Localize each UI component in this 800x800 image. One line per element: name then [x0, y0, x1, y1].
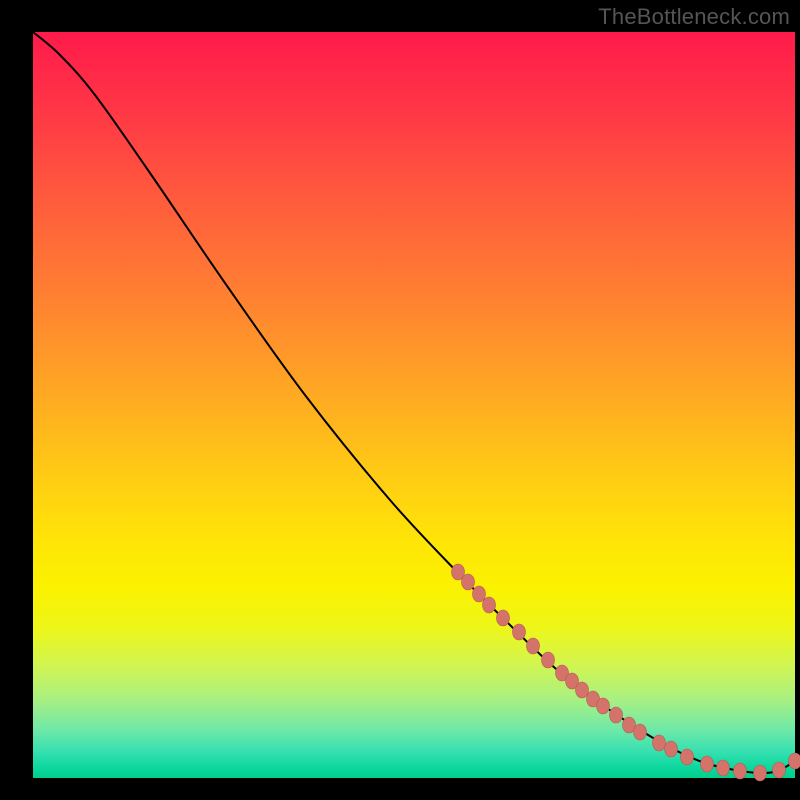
- data-marker: [473, 586, 486, 602]
- chart-container: TheBottleneck.com: [0, 0, 800, 800]
- data-marker: [497, 610, 510, 626]
- data-marker: [789, 753, 800, 769]
- data-marker: [681, 749, 694, 765]
- plot-background: [33, 32, 795, 778]
- data-marker: [576, 682, 589, 698]
- data-marker: [462, 574, 475, 590]
- data-marker: [610, 707, 623, 723]
- data-marker: [653, 735, 666, 751]
- watermark-text: TheBottleneck.com: [598, 4, 790, 30]
- data-marker: [513, 624, 526, 640]
- data-marker: [717, 760, 730, 776]
- data-marker: [734, 763, 747, 779]
- data-marker: [773, 762, 786, 778]
- data-marker: [542, 652, 555, 668]
- data-marker: [665, 741, 678, 757]
- data-marker: [754, 765, 767, 781]
- data-marker: [701, 756, 714, 772]
- data-marker: [597, 698, 610, 714]
- chart-svg: [0, 0, 800, 800]
- data-marker: [527, 638, 540, 654]
- data-marker: [483, 597, 496, 613]
- data-marker: [634, 724, 647, 740]
